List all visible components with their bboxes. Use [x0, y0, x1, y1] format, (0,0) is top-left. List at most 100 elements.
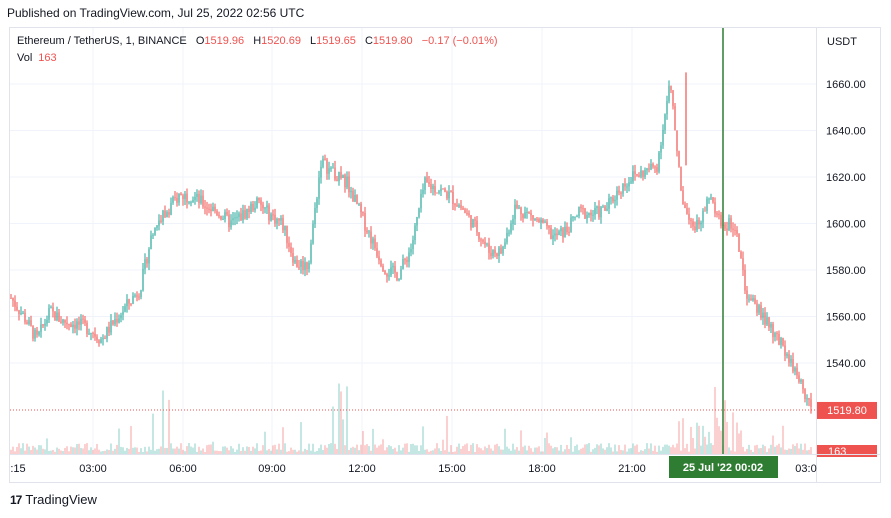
candle-body [620, 192, 622, 194]
candle-body [510, 223, 512, 233]
volume-bar [704, 436, 706, 454]
high-value: 1520.69 [261, 35, 301, 47]
candle-body [426, 177, 428, 183]
candle-body [40, 324, 42, 332]
candle-body [246, 208, 248, 219]
candle-body [410, 249, 412, 253]
last-price-badge [817, 401, 877, 419]
candle-body [88, 333, 90, 335]
candle-body [338, 171, 340, 182]
volume-bar [556, 447, 558, 454]
volume-bar [658, 445, 660, 454]
volume-bar [154, 450, 156, 454]
volume-bar [286, 451, 288, 454]
volume-bar [298, 450, 300, 454]
volume-bar [524, 445, 526, 454]
candle-body [802, 379, 804, 390]
volume-bar [660, 450, 662, 454]
candle-body [388, 275, 390, 277]
volume-bar [740, 430, 742, 454]
candle-body [482, 240, 484, 242]
volume-bar [32, 445, 34, 454]
candle-body [736, 229, 738, 234]
candle-body [198, 193, 200, 204]
candle-body [254, 207, 256, 211]
y-tick-label: 1640.00 [826, 126, 866, 138]
candle-body [18, 310, 20, 314]
volume-bar [364, 445, 366, 454]
volume-bar [698, 425, 700, 454]
candle-body [312, 223, 314, 244]
candle-body [92, 332, 94, 334]
candle-body [626, 186, 628, 188]
candle-body [730, 218, 732, 229]
tradingview-logo[interactable]: 17 TradingView [10, 492, 97, 507]
volume-bar [148, 446, 150, 454]
volume-bar [166, 447, 168, 454]
volume-bar [554, 447, 556, 454]
candle-body [786, 354, 788, 356]
candle-body [652, 164, 654, 167]
volume-bar [198, 446, 200, 454]
candle-body [706, 198, 708, 211]
volume-bar [486, 448, 488, 454]
volume-bar [688, 451, 690, 454]
candle-body [478, 232, 480, 240]
volume-bar [532, 451, 534, 454]
candle-body [94, 333, 96, 337]
volume-bar [112, 450, 114, 454]
volume-bar [712, 445, 714, 454]
candle-body [176, 197, 178, 203]
candle-body [316, 198, 318, 209]
volume-bar [418, 450, 420, 454]
candle-body [298, 266, 300, 268]
volume-bar [446, 415, 448, 454]
candle-body [84, 319, 86, 323]
candle-body [14, 300, 16, 307]
volume-bar [680, 450, 682, 454]
candle-body [222, 219, 224, 221]
candle-body [328, 168, 330, 174]
candle-body [460, 205, 462, 208]
change-value: −0.17 (−0.01%) [421, 35, 498, 47]
candle-body [402, 259, 404, 270]
volume-bar [404, 443, 406, 454]
candle-body [278, 218, 280, 221]
candle-body [746, 290, 748, 299]
candle-body [452, 191, 454, 205]
volume-bar [280, 449, 282, 454]
volume-bar [120, 446, 122, 454]
volume-bar [162, 390, 164, 454]
volume-bar [80, 448, 82, 454]
volume-bar [412, 443, 414, 454]
volume-bar [170, 443, 172, 454]
volume-bar [518, 450, 520, 454]
volume-bar [768, 448, 770, 454]
volume-bar [196, 451, 198, 454]
volume-bar [400, 450, 402, 454]
currency-label: USDT [827, 36, 857, 48]
candle-body [544, 221, 546, 223]
volume-bar [744, 451, 746, 454]
volume-bar [92, 449, 94, 454]
candle-body [694, 226, 696, 230]
candle-body [286, 225, 288, 244]
volume-bar [202, 448, 204, 454]
candle-body [618, 190, 620, 193]
volume-bar [174, 448, 176, 454]
candle-body [394, 265, 396, 273]
volume-bar [266, 450, 268, 454]
volume-bar [498, 446, 500, 454]
volume-bar [692, 438, 694, 454]
candle-body [264, 207, 266, 209]
candle-body [12, 298, 14, 301]
volume-bar [186, 446, 188, 454]
volume-bar [210, 444, 212, 454]
candle-body [472, 219, 474, 228]
candle-body [350, 190, 352, 193]
candle-body [546, 221, 548, 227]
candle-body [386, 274, 388, 277]
volume-bar [176, 446, 178, 454]
volume-bar [676, 443, 678, 454]
